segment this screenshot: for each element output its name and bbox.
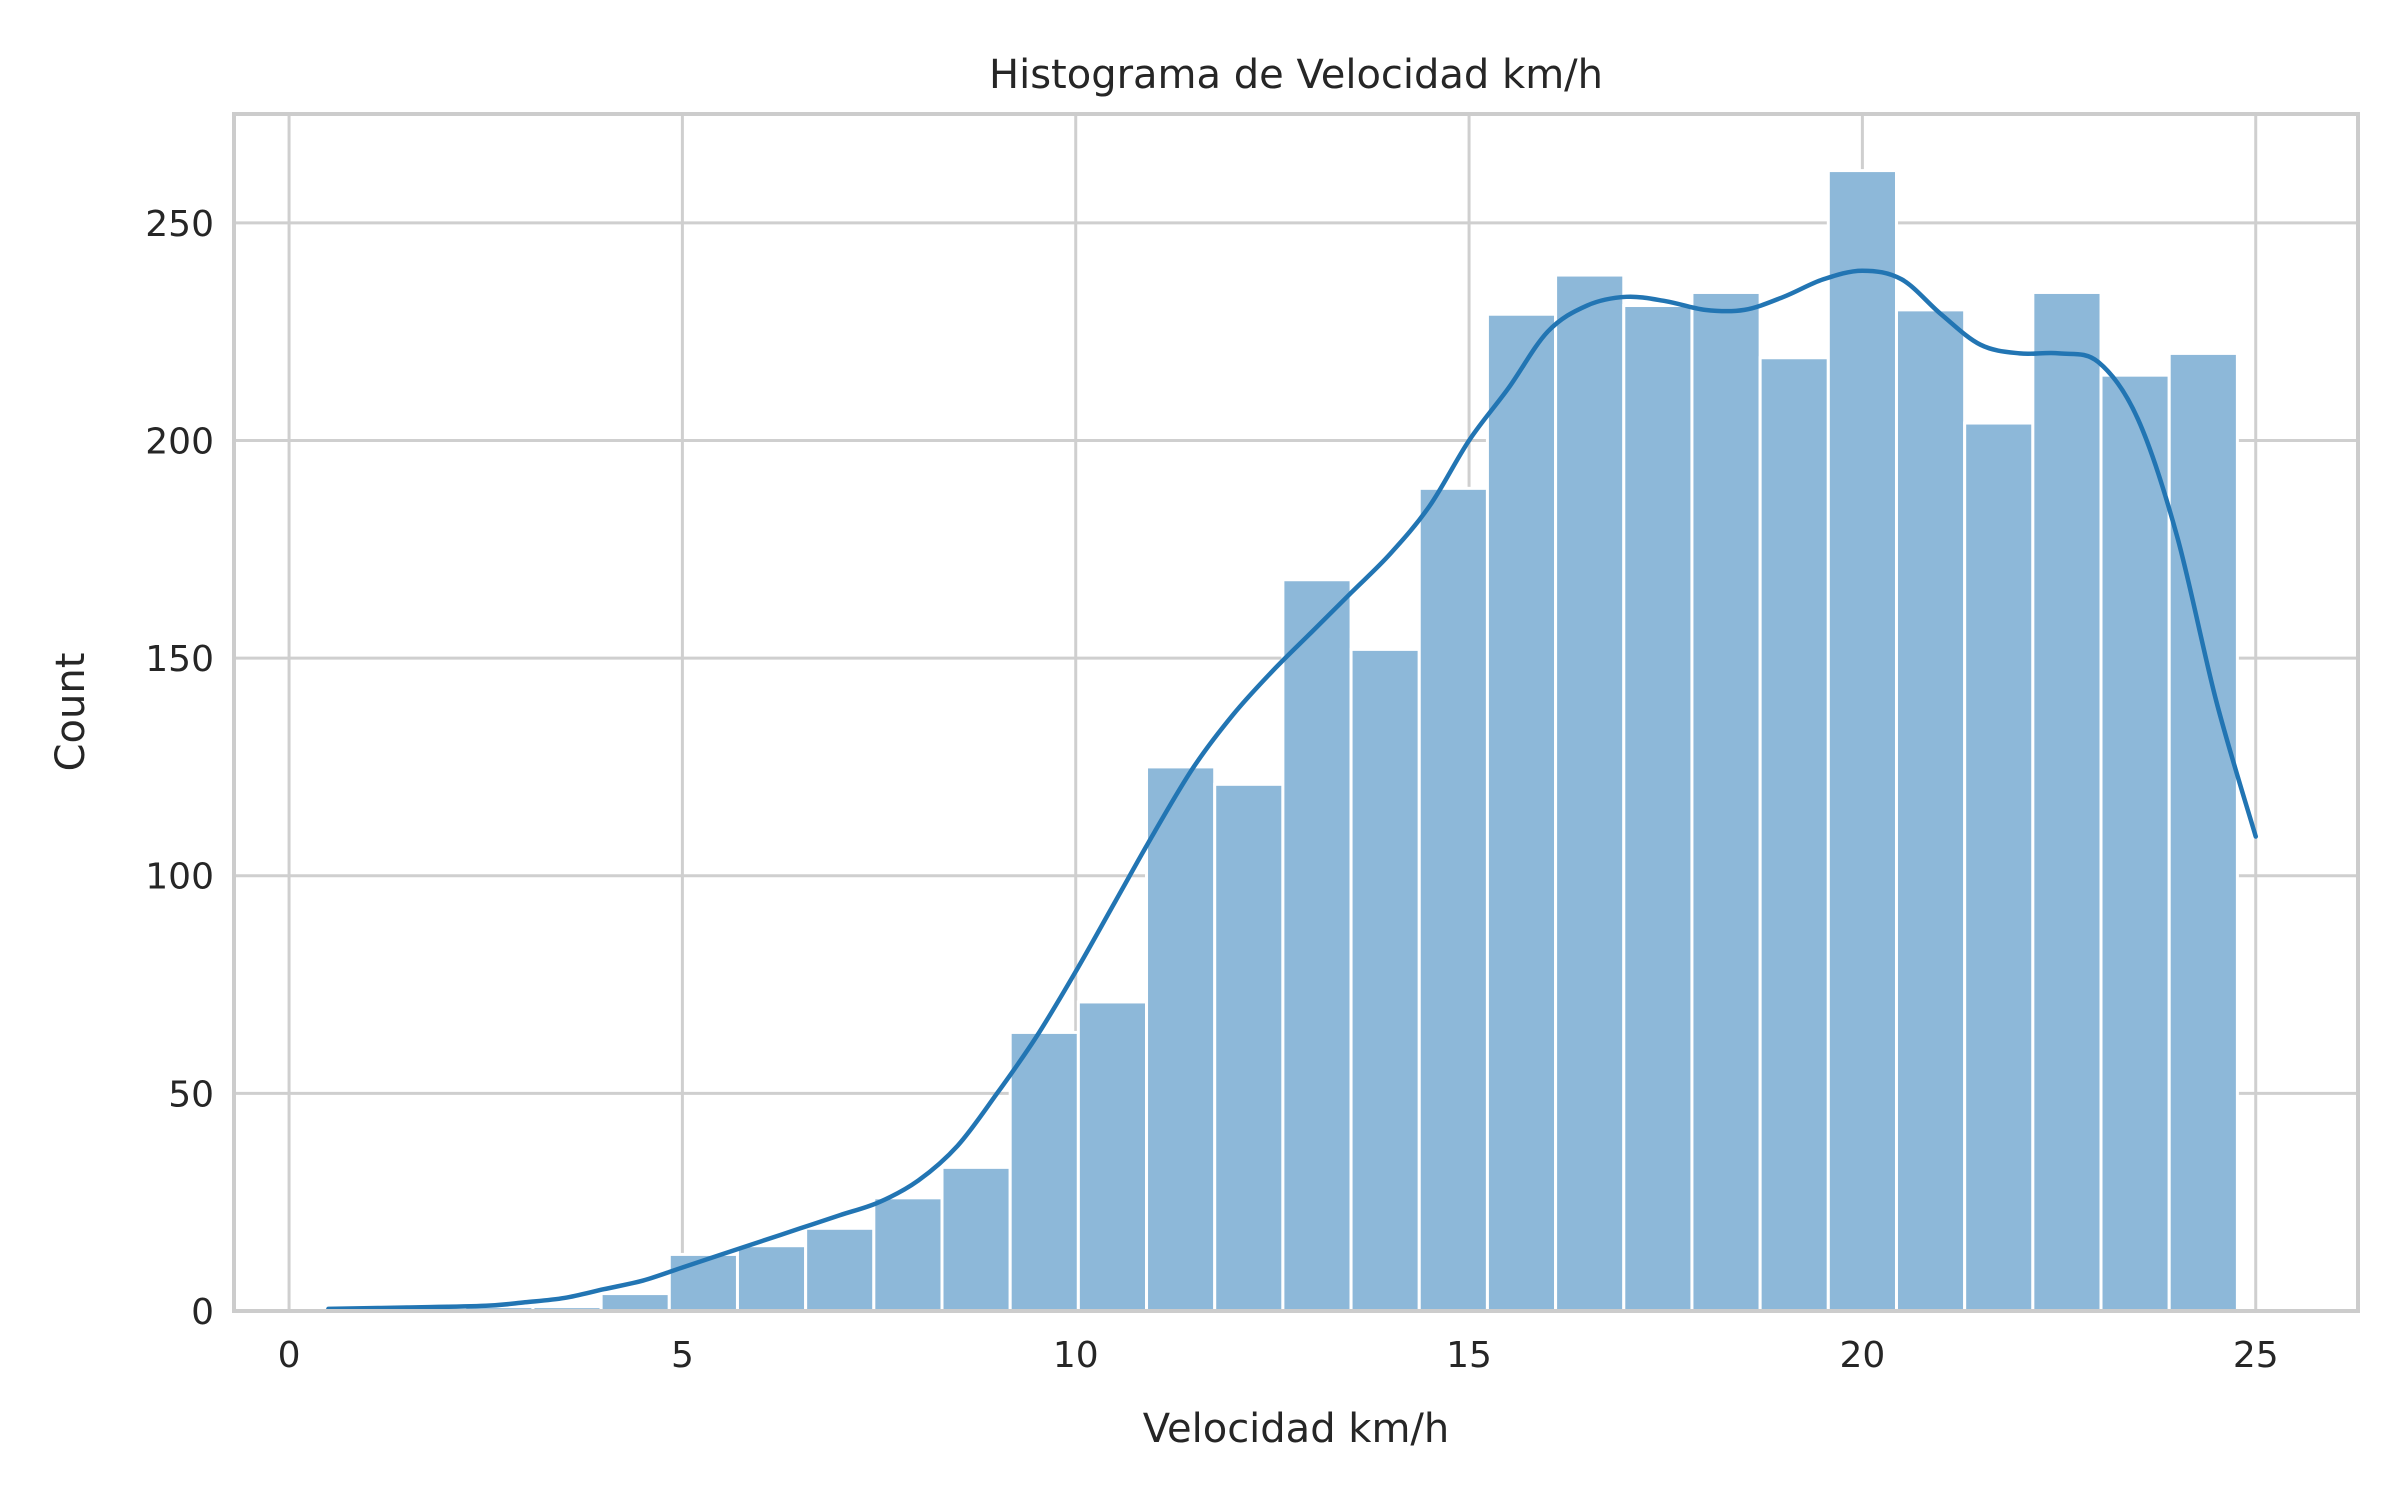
histogram-bar-5: [667, 1252, 739, 1313]
histogram-bar-15: [1349, 647, 1421, 1313]
histogram-bar-16: [1417, 486, 1489, 1313]
histogram-bar-17: [1485, 312, 1558, 1313]
histogram-bars: [326, 169, 2239, 1313]
histogram-bar-23: [1894, 308, 1967, 1313]
y-tick-labels: 0 50 100 150 200 250: [145, 204, 214, 1333]
histogram-bar-14: [1281, 578, 1353, 1313]
x-tick-label-5: 25: [2233, 1335, 2279, 1376]
x-tick-label-2: 10: [1053, 1335, 1099, 1376]
histogram-bar-26: [2099, 373, 2171, 1313]
plot-frame: [232, 112, 2360, 1313]
histogram-bar-13: [1213, 782, 1285, 1313]
y-axis-label: Count: [48, 653, 94, 772]
histogram-bar-7: [804, 1226, 876, 1313]
y-tick-label-4: 200: [145, 421, 214, 462]
histogram-bar-8: [872, 1196, 944, 1313]
y-tick-label-3: 150: [145, 639, 214, 680]
histogram-bar-20: [1690, 290, 1762, 1313]
histogram-bar-25: [2031, 290, 2103, 1313]
histogram-bar-6: [735, 1244, 808, 1313]
histogram-bar-11: [1076, 1000, 1149, 1313]
chart-title: Histograma de Velocidad km/h: [989, 52, 1603, 98]
y-tick-label-2: 100: [145, 857, 214, 898]
y-tick-label-0: 0: [191, 1292, 214, 1333]
histogram-bar-21: [1758, 356, 1830, 1313]
histogram-bar-27: [2167, 351, 2239, 1313]
histogram-bar-22: [1826, 169, 1898, 1313]
y-tick-label-1: 50: [168, 1074, 214, 1115]
x-tick-label-1: 5: [671, 1335, 694, 1376]
kde-curve-layer: [326, 268, 2258, 1312]
histogram-bar-18: [1554, 273, 1626, 1313]
histogram-bar-9: [940, 1165, 1012, 1313]
histogram-bar-12: [1145, 765, 1217, 1313]
x-tick-label-3: 15: [1446, 1335, 1492, 1376]
x-tick-label-4: 20: [1839, 1335, 1885, 1376]
y-tick-label-5: 250: [145, 204, 214, 245]
x-tick-labels: 0 5 10 15 20 25: [278, 1335, 2279, 1376]
histogram-bar-4: [599, 1292, 671, 1313]
histogram-bar-10: [1008, 1030, 1080, 1313]
kde-line: [326, 268, 2258, 1312]
x-axis-label: Velocidad km/h: [1143, 1406, 1450, 1452]
x-tick-label-0: 0: [278, 1335, 301, 1376]
histogram-bar-19: [1622, 304, 1694, 1313]
histogram-bar-24: [1963, 421, 2035, 1313]
